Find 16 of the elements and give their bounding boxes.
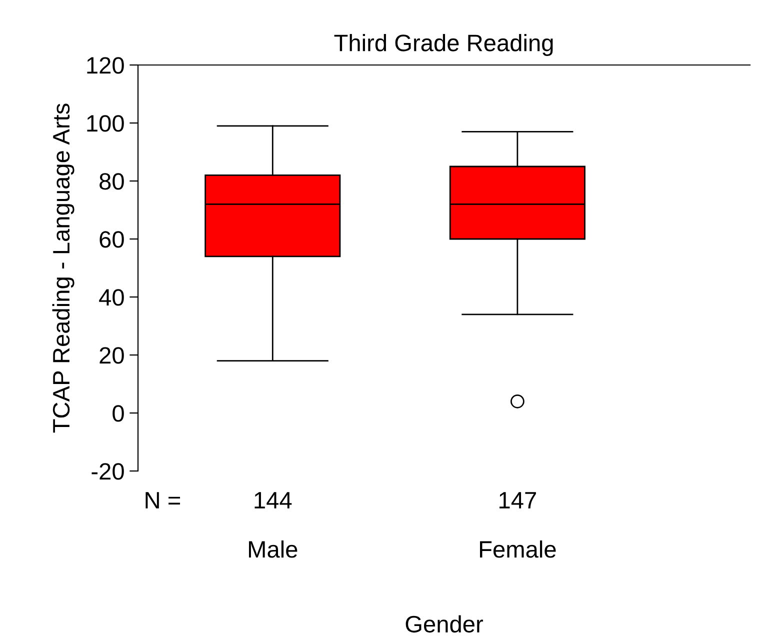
y-tick-label: 0 <box>112 405 124 422</box>
y-tick-label: -20 <box>92 463 124 480</box>
x-tick-label: Female <box>480 540 556 558</box>
x-tick-label: Male <box>248 540 298 558</box>
y-tick-label: 40 <box>99 289 124 306</box>
text: 147 <box>500 492 536 508</box>
y-axis-title: TCAP Reading - Language Arts <box>52 104 74 433</box>
y-tick-label: 80 <box>100 173 124 190</box>
text: 144 <box>254 492 292 508</box>
y-tick-label: 100 <box>87 115 124 132</box>
text: N = <box>146 492 180 508</box>
x-axis-title: Gender <box>406 615 483 633</box>
y-tick-label: 120 <box>87 57 124 74</box>
y-tick-label: 60 <box>100 231 124 248</box>
y-tick-label: 20 <box>100 347 124 364</box>
chart-title: Third Grade Reading <box>334 34 553 56</box>
